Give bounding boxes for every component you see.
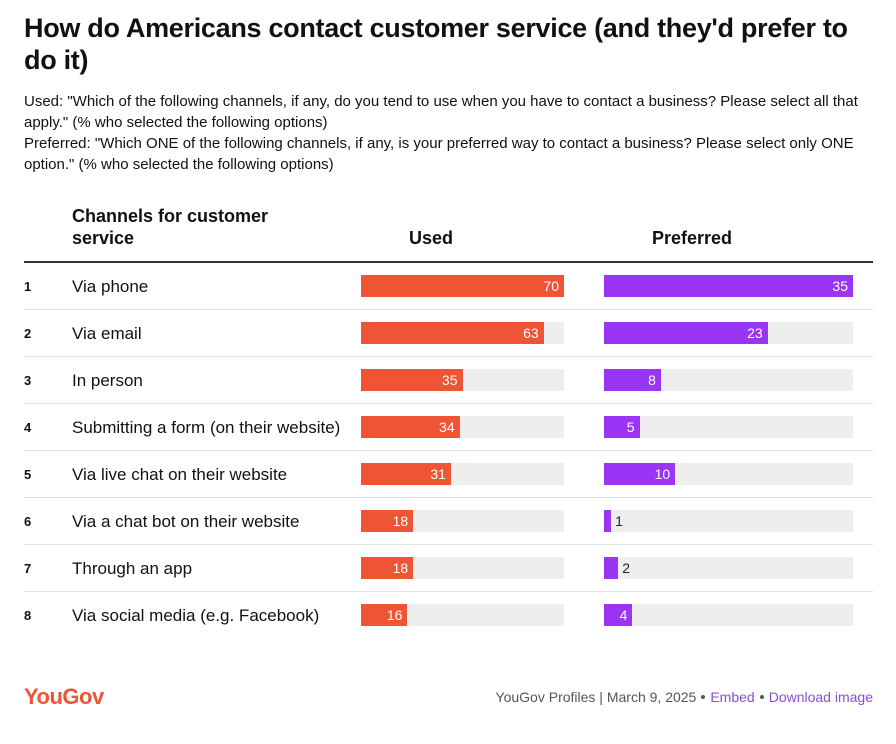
category-label: Via social media (e.g. Facebook)	[72, 605, 320, 625]
link[interactable]: Embed	[710, 689, 755, 705]
separator	[701, 695, 706, 699]
bar	[361, 322, 544, 344]
rank: 2	[24, 325, 32, 341]
category-label: In person	[72, 370, 143, 390]
bar-track: 2	[604, 557, 853, 579]
bar	[604, 557, 619, 579]
table-row: 2 Via email 63 23	[24, 310, 873, 357]
bar-track: 35	[604, 275, 853, 297]
rank: 3	[24, 372, 32, 388]
bar-track: 63	[361, 322, 564, 344]
footer-text: YouGov Profiles | March 9, 2025	[495, 689, 697, 705]
used-question: Used: "Which of the following channels, …	[24, 93, 858, 131]
bar	[604, 322, 768, 344]
bar	[604, 463, 676, 485]
bar	[604, 510, 612, 532]
series-header: Used	[409, 228, 454, 248]
series-header: Preferred	[652, 228, 733, 248]
value-label: 63	[523, 325, 539, 341]
category-label: Via a chat bot on their website	[72, 511, 300, 531]
rank: 4	[24, 419, 32, 435]
separator	[759, 695, 764, 699]
bar-track: 10	[604, 463, 853, 485]
bar-track: 34	[361, 416, 564, 438]
value-label: 23	[747, 325, 763, 341]
rank: 6	[24, 513, 32, 529]
value-label: 18	[392, 513, 409, 529]
value-label: 31	[430, 466, 446, 482]
logo: YouGov	[24, 684, 104, 709]
bar	[361, 416, 460, 438]
rank: 5	[24, 466, 32, 482]
bar-track: 8	[604, 369, 853, 391]
bar	[604, 275, 853, 297]
bar	[361, 369, 463, 391]
bar-track: 18	[361, 557, 564, 579]
value-label: 35	[832, 278, 848, 294]
bar	[604, 369, 661, 391]
rank: 8	[24, 607, 32, 623]
bar-track: 18	[361, 510, 564, 532]
value-label: 8	[648, 372, 656, 388]
bar-track: 35	[361, 369, 564, 391]
bar	[604, 604, 633, 626]
bar	[361, 510, 414, 532]
category-label: Via email	[72, 323, 142, 343]
bar-track: 4	[604, 604, 853, 626]
bar	[361, 557, 414, 579]
rank: 1	[24, 278, 32, 294]
bar-track: 5	[604, 416, 853, 438]
rank: 7	[24, 560, 32, 576]
bar-track: 70	[361, 275, 564, 297]
value-label: 34	[439, 419, 455, 435]
chart-title: How do Americans contact customer servic…	[24, 13, 848, 75]
table-row: 3 In person 35 8	[24, 357, 873, 404]
category-label: Through an app	[72, 558, 193, 578]
value-label: 1	[615, 513, 623, 529]
bar-track: 23	[604, 322, 853, 344]
value-label: 10	[654, 466, 671, 482]
bar	[604, 416, 640, 438]
bar-track: 1	[604, 510, 853, 532]
value-label: 2	[622, 560, 631, 576]
table-row: 4 Submitting a form (on their website) 34 5	[24, 404, 873, 451]
value-label: 5	[626, 419, 635, 435]
bar	[361, 463, 451, 485]
table-row: 7 Through an app 18 2	[24, 545, 873, 592]
bar-track: 31	[361, 463, 564, 485]
table-row: 5 Via live chat on their website 31 10	[24, 451, 873, 498]
table-row: 1 Via phone 70 35	[24, 263, 873, 310]
header-row: Channels for customer service Used Prefe…	[24, 205, 873, 263]
table-row: 8 Via social media (e.g. Facebook) 16 4	[24, 592, 873, 638]
category-label: Submitting a form (on their website)	[72, 417, 341, 437]
value-label: 16	[386, 607, 403, 623]
value-label: 70	[543, 278, 559, 294]
value-label: 4	[619, 607, 628, 623]
bar	[361, 604, 408, 626]
table: Channels for customer service Used Prefe…	[24, 205, 873, 638]
value-label: 18	[392, 560, 409, 576]
preferred-question: Preferred: "Which ONE of the following c…	[24, 135, 854, 173]
category-label: Via phone	[72, 276, 149, 296]
category-label: Via live chat on their website	[72, 464, 288, 484]
category-header: Channels for customer service	[72, 206, 269, 248]
footer: YouGov Profiles | March 9, 2025 Embed Do…	[496, 689, 873, 705]
bar	[361, 275, 564, 297]
link[interactable]: Download image	[768, 689, 873, 705]
bar-track: 16	[361, 604, 564, 626]
value-label: 35	[441, 372, 458, 388]
table-row: 6 Via a chat bot on their website 18 1	[24, 498, 873, 545]
